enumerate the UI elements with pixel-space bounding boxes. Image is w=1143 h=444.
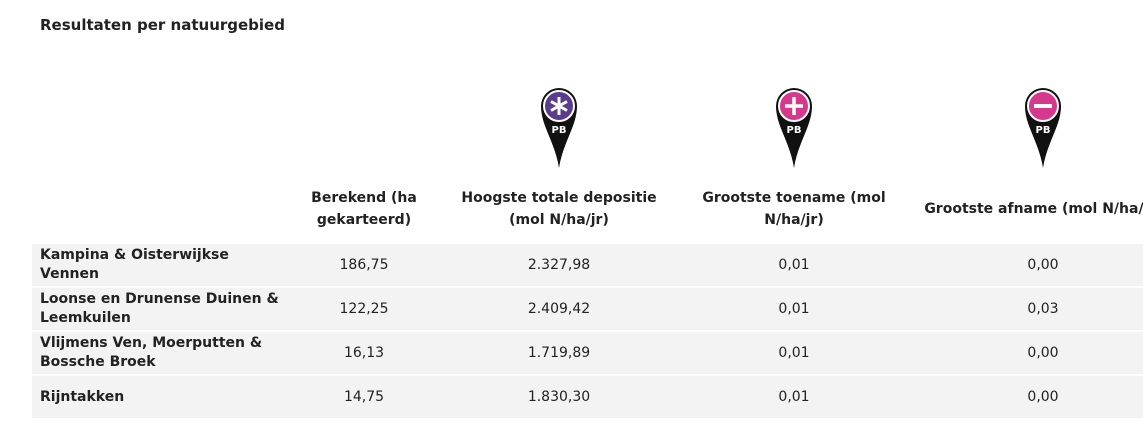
header-row: Berekend (ha gekarteerd) Hoogste totale d… (32, 174, 1143, 244)
icon-row: PB PB PB (32, 78, 1143, 174)
cell: 0,03 (904, 287, 1143, 332)
area-name: Loonse en Drunense Duinen & Leemkuilen (32, 287, 294, 332)
cell: 0,00 (904, 331, 1143, 376)
cell: 0,00 (904, 244, 1143, 288)
cell: 0,00 (904, 375, 1143, 420)
cell: 2.327,98 (434, 244, 684, 288)
cell: 1.719,89 (434, 331, 684, 376)
area-name: Vlijmens Ven, Moerputten & Bossche Broek (32, 331, 294, 376)
cell: 0,01 (684, 244, 904, 288)
table-row: Vlijmens Ven, Moerputten & Bossche Broek… (32, 331, 1143, 376)
cell: 0,01 (684, 331, 904, 376)
cell: 2.409,42 (434, 287, 684, 332)
table-row: Kampina & Oisterwijkse Vennen 186,75 2.327… (32, 244, 1143, 288)
pin-badge: PB (787, 125, 802, 136)
cell: 0,01 (684, 375, 904, 420)
column-header: Hoogste totale depositie (mol N/ha/jr) (461, 190, 657, 228)
pin-badge: PB (1036, 125, 1051, 136)
area-name: Rijntakken (32, 375, 294, 420)
pin-icon: PB (541, 88, 577, 168)
column-header: Berekend (ha gekarteerd) (311, 190, 417, 228)
pin-badge: PB (552, 125, 567, 136)
results-table: PB PB PB Berekend (ha gekarteerd) Hoogste… (32, 78, 1143, 420)
column-header: Grootste toename (mol N/ha/jr) (702, 190, 886, 228)
section-title: Resultaten per natuurgebied (40, 16, 285, 34)
area-name: Kampina & Oisterwijkse Vennen (32, 244, 294, 288)
pin-icon: PB (1025, 88, 1061, 168)
cell: 186,75 (294, 244, 434, 288)
cell: 1.830,30 (434, 375, 684, 420)
cell: 14,75 (294, 375, 434, 420)
cell: 16,13 (294, 331, 434, 376)
table-row: Loonse en Drunense Duinen & Leemkuilen 12… (32, 287, 1143, 332)
cell: 0,01 (684, 287, 904, 332)
table-row: Rijntakken 14,75 1.830,30 0,01 0,00 (32, 375, 1143, 420)
column-header: Grootste afname (mol N/ha/jr) (924, 201, 1143, 217)
pin-icon: PB (776, 88, 812, 168)
cell: 122,25 (294, 287, 434, 332)
